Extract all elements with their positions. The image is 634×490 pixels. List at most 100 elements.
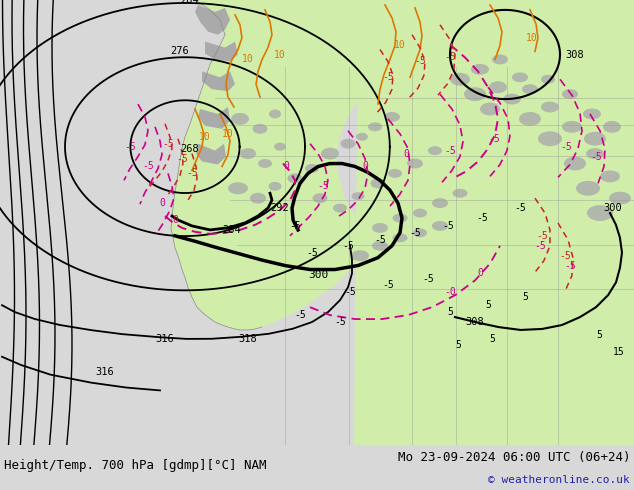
- Text: -5: -5: [476, 213, 488, 223]
- Text: 10: 10: [274, 49, 286, 59]
- Text: -5: -5: [442, 221, 454, 231]
- Text: 284: 284: [181, 0, 199, 5]
- Text: -5: -5: [414, 56, 426, 67]
- Ellipse shape: [603, 121, 621, 133]
- Ellipse shape: [583, 108, 601, 120]
- Ellipse shape: [538, 131, 562, 146]
- Ellipse shape: [519, 112, 541, 126]
- Text: -5: -5: [334, 317, 346, 327]
- Text: -5: -5: [176, 153, 188, 164]
- Text: -5: -5: [560, 142, 572, 152]
- Ellipse shape: [392, 214, 408, 222]
- Text: 300: 300: [308, 270, 328, 280]
- Ellipse shape: [274, 143, 286, 150]
- Ellipse shape: [258, 159, 272, 168]
- Text: 10: 10: [222, 129, 234, 139]
- Ellipse shape: [432, 198, 448, 208]
- Ellipse shape: [313, 193, 328, 203]
- Text: 0: 0: [477, 268, 483, 277]
- Text: -5: -5: [559, 251, 571, 261]
- Text: -5: -5: [382, 280, 394, 291]
- Text: -5: -5: [488, 134, 500, 144]
- Ellipse shape: [432, 221, 448, 231]
- Ellipse shape: [372, 223, 388, 233]
- Ellipse shape: [321, 147, 339, 160]
- Ellipse shape: [503, 94, 521, 104]
- Text: 10: 10: [526, 33, 538, 43]
- Text: -5: -5: [344, 287, 356, 297]
- Polygon shape: [202, 72, 235, 91]
- Text: 5: 5: [522, 292, 528, 302]
- Ellipse shape: [252, 124, 268, 134]
- Text: -5: -5: [422, 274, 434, 284]
- Text: 308: 308: [465, 317, 484, 327]
- Text: 0: 0: [362, 162, 368, 172]
- Text: Height/Temp. 700 hPa [gdmp][°C] NAM: Height/Temp. 700 hPa [gdmp][°C] NAM: [4, 459, 266, 472]
- Ellipse shape: [586, 148, 604, 159]
- Ellipse shape: [368, 122, 382, 131]
- Polygon shape: [171, 0, 634, 445]
- Text: -5: -5: [514, 203, 526, 213]
- Text: -5: -5: [289, 221, 301, 231]
- Ellipse shape: [340, 139, 356, 148]
- Text: 5: 5: [485, 300, 491, 310]
- Text: 316: 316: [155, 334, 174, 344]
- Text: 284: 284: [223, 225, 242, 235]
- Text: -5: -5: [294, 310, 306, 320]
- Ellipse shape: [372, 241, 388, 251]
- Text: 0: 0: [159, 198, 165, 208]
- Ellipse shape: [269, 109, 281, 119]
- Text: 5: 5: [596, 330, 602, 340]
- Text: -5: -5: [536, 231, 548, 241]
- Text: 5: 5: [489, 334, 495, 344]
- Ellipse shape: [384, 112, 400, 122]
- Text: 0: 0: [283, 162, 289, 172]
- Ellipse shape: [356, 133, 368, 141]
- Text: -5: -5: [564, 261, 576, 270]
- Ellipse shape: [228, 182, 248, 194]
- Polygon shape: [205, 42, 238, 61]
- Ellipse shape: [600, 171, 620, 182]
- Ellipse shape: [562, 89, 578, 99]
- Ellipse shape: [562, 121, 582, 133]
- Ellipse shape: [609, 192, 631, 205]
- Ellipse shape: [450, 73, 470, 86]
- Ellipse shape: [413, 228, 427, 237]
- Text: -5: -5: [306, 247, 318, 258]
- Text: -5: -5: [534, 241, 546, 251]
- Ellipse shape: [413, 209, 427, 218]
- Text: 0: 0: [403, 148, 409, 159]
- Ellipse shape: [428, 146, 442, 155]
- Text: -5: -5: [382, 73, 394, 82]
- Ellipse shape: [522, 84, 538, 94]
- Text: 316: 316: [96, 367, 114, 377]
- Ellipse shape: [250, 193, 266, 204]
- Text: -5: -5: [342, 241, 354, 251]
- Ellipse shape: [489, 81, 507, 93]
- Ellipse shape: [407, 159, 423, 169]
- Ellipse shape: [541, 75, 555, 84]
- Polygon shape: [196, 144, 226, 165]
- Text: 15: 15: [613, 347, 625, 357]
- Ellipse shape: [541, 101, 559, 113]
- Ellipse shape: [564, 157, 586, 171]
- Text: 292: 292: [271, 203, 289, 213]
- Text: 10: 10: [394, 40, 406, 49]
- Ellipse shape: [269, 182, 281, 191]
- Text: -5: -5: [317, 181, 329, 191]
- Text: -5: -5: [162, 139, 174, 148]
- Text: -5: -5: [124, 142, 136, 152]
- Text: -5: -5: [374, 235, 386, 245]
- Ellipse shape: [370, 178, 385, 188]
- Text: 318: 318: [238, 334, 257, 344]
- Ellipse shape: [453, 189, 467, 197]
- Ellipse shape: [584, 132, 606, 146]
- Text: -5: -5: [409, 228, 421, 238]
- Text: 5: 5: [455, 340, 461, 350]
- Text: 300: 300: [603, 203, 622, 213]
- Ellipse shape: [351, 250, 369, 261]
- Text: 10: 10: [242, 54, 254, 65]
- Text: 276: 276: [171, 46, 190, 55]
- Ellipse shape: [492, 54, 508, 64]
- Text: -5: -5: [444, 52, 456, 62]
